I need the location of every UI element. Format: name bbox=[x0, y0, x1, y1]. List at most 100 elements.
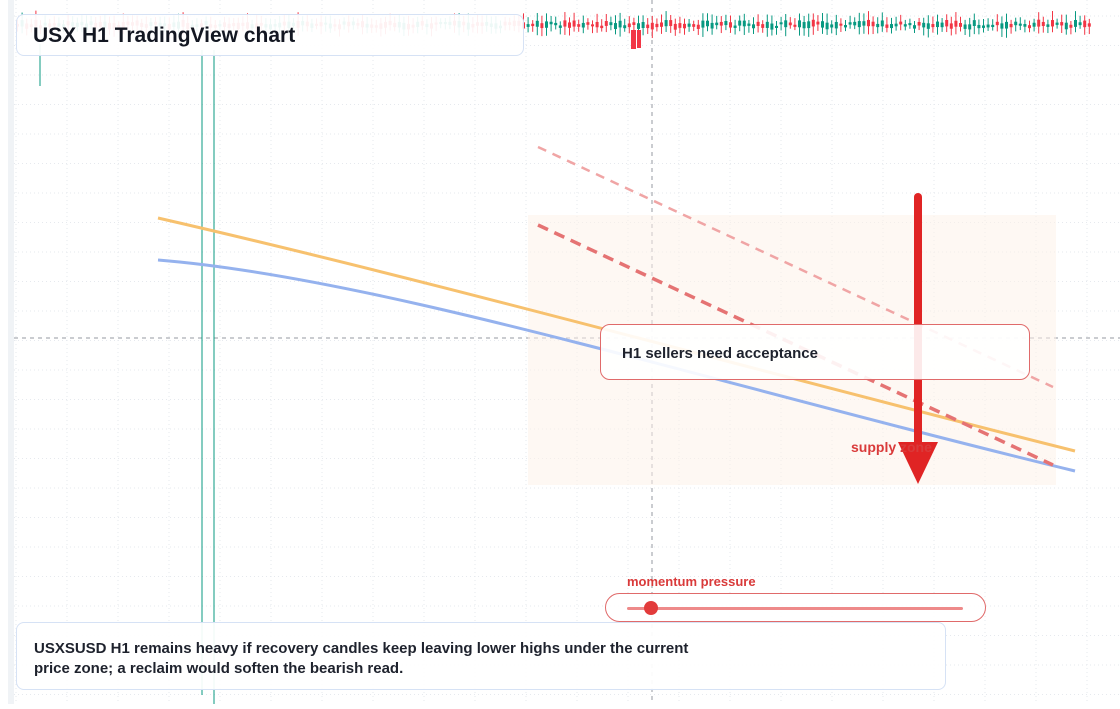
candle-body bbox=[968, 24, 972, 30]
candle-body bbox=[834, 21, 838, 29]
candle-body bbox=[977, 24, 981, 29]
candle-body bbox=[931, 24, 935, 28]
trendline-lower bbox=[537, 223, 1054, 467]
candle-body bbox=[839, 23, 843, 26]
momentum-slider-track bbox=[627, 607, 963, 610]
candle-body bbox=[650, 22, 654, 30]
momentum-slider-thumb[interactable] bbox=[643, 601, 658, 615]
candle-body bbox=[871, 21, 875, 27]
candle-body bbox=[646, 24, 650, 29]
candle-body bbox=[572, 20, 576, 27]
candle-body bbox=[627, 23, 631, 28]
candle-body bbox=[798, 20, 801, 28]
candle-body bbox=[581, 22, 585, 28]
candle-body bbox=[936, 21, 939, 28]
candle-body bbox=[549, 21, 553, 25]
candle-body bbox=[811, 19, 815, 27]
candle-body bbox=[637, 23, 640, 29]
candle-body bbox=[535, 20, 539, 27]
candle-body bbox=[540, 23, 544, 29]
candle-body bbox=[945, 20, 949, 27]
candle-body bbox=[729, 22, 732, 28]
candle-body bbox=[595, 21, 599, 28]
candle-body bbox=[913, 25, 916, 29]
candle-body bbox=[926, 23, 930, 29]
candle-body bbox=[1005, 21, 1008, 29]
candle-body bbox=[779, 22, 783, 25]
candle-body bbox=[844, 25, 847, 28]
candle-body bbox=[880, 20, 884, 27]
callout-text: H1 sellers need acceptance bbox=[622, 345, 818, 362]
candle-body bbox=[830, 24, 834, 28]
candle-body bbox=[802, 22, 806, 29]
candle-body bbox=[558, 25, 562, 28]
candle-body bbox=[526, 24, 530, 27]
candle-body bbox=[568, 22, 571, 28]
candle-body bbox=[1069, 24, 1073, 28]
candle-body bbox=[738, 20, 742, 26]
candle-body bbox=[719, 21, 723, 26]
candle-body bbox=[825, 22, 829, 30]
candle-body bbox=[1000, 23, 1004, 29]
candle-body bbox=[641, 22, 645, 29]
candle-body bbox=[1037, 19, 1041, 27]
candle-body bbox=[618, 20, 622, 28]
candle-body bbox=[664, 20, 668, 27]
candle-body bbox=[710, 22, 714, 29]
candle-body bbox=[591, 24, 594, 27]
candle-body bbox=[1074, 20, 1077, 27]
candle-body bbox=[885, 24, 889, 28]
candle-body bbox=[876, 23, 880, 28]
candle-body bbox=[986, 24, 990, 28]
candle-body bbox=[747, 23, 751, 26]
candle-body bbox=[1014, 21, 1018, 26]
candle-body bbox=[715, 22, 719, 26]
candle-body bbox=[563, 20, 567, 27]
candle-body bbox=[673, 23, 677, 30]
candle-body bbox=[770, 23, 774, 30]
callout-box[interactable]: H1 sellers need acceptance bbox=[600, 324, 1030, 380]
candle-body bbox=[982, 25, 985, 28]
momentum-slider[interactable] bbox=[605, 593, 986, 622]
candle-body bbox=[554, 22, 558, 26]
candle-body bbox=[1064, 22, 1068, 30]
candle-body bbox=[733, 25, 737, 28]
note-text: USXSUSD H1 remains heavy if recovery can… bbox=[34, 640, 689, 677]
candle-body bbox=[775, 25, 778, 28]
candle-body bbox=[899, 21, 903, 25]
candle-body bbox=[807, 21, 811, 29]
chart-left-edge bbox=[8, 0, 14, 704]
candle-body bbox=[848, 22, 852, 25]
candle-body bbox=[867, 19, 870, 27]
candle-body bbox=[857, 21, 861, 28]
candle-body bbox=[655, 23, 659, 28]
title-card: USX H1 TradingView chart bbox=[16, 14, 524, 56]
candle-body bbox=[1060, 22, 1064, 26]
candle-body bbox=[1046, 24, 1050, 27]
candle-body bbox=[890, 24, 893, 29]
chart-title: USX H1 TradingView chart bbox=[33, 24, 296, 47]
candle-body bbox=[706, 20, 709, 27]
candle-body bbox=[1051, 20, 1054, 27]
candle-body bbox=[1018, 23, 1022, 26]
candle-body bbox=[784, 20, 788, 28]
candle-body bbox=[959, 22, 962, 27]
momentum-label: momentum pressure bbox=[627, 574, 756, 589]
candle-body bbox=[949, 23, 953, 29]
candle-body bbox=[632, 22, 636, 25]
supply-zone-label: supply zone bbox=[851, 439, 932, 455]
candle-body bbox=[991, 24, 995, 28]
candle-body bbox=[577, 24, 581, 27]
candle-body bbox=[922, 22, 926, 28]
candle-body bbox=[752, 24, 755, 29]
candle-body bbox=[853, 21, 857, 26]
candle-body bbox=[917, 21, 921, 26]
candle-body bbox=[586, 22, 590, 25]
candle-body bbox=[683, 23, 686, 29]
candle-body bbox=[940, 22, 944, 28]
candle-body bbox=[1055, 22, 1059, 25]
candle-body bbox=[669, 20, 673, 27]
candle-body bbox=[1028, 25, 1031, 29]
candle-body bbox=[788, 22, 792, 26]
candle-body bbox=[623, 25, 627, 29]
